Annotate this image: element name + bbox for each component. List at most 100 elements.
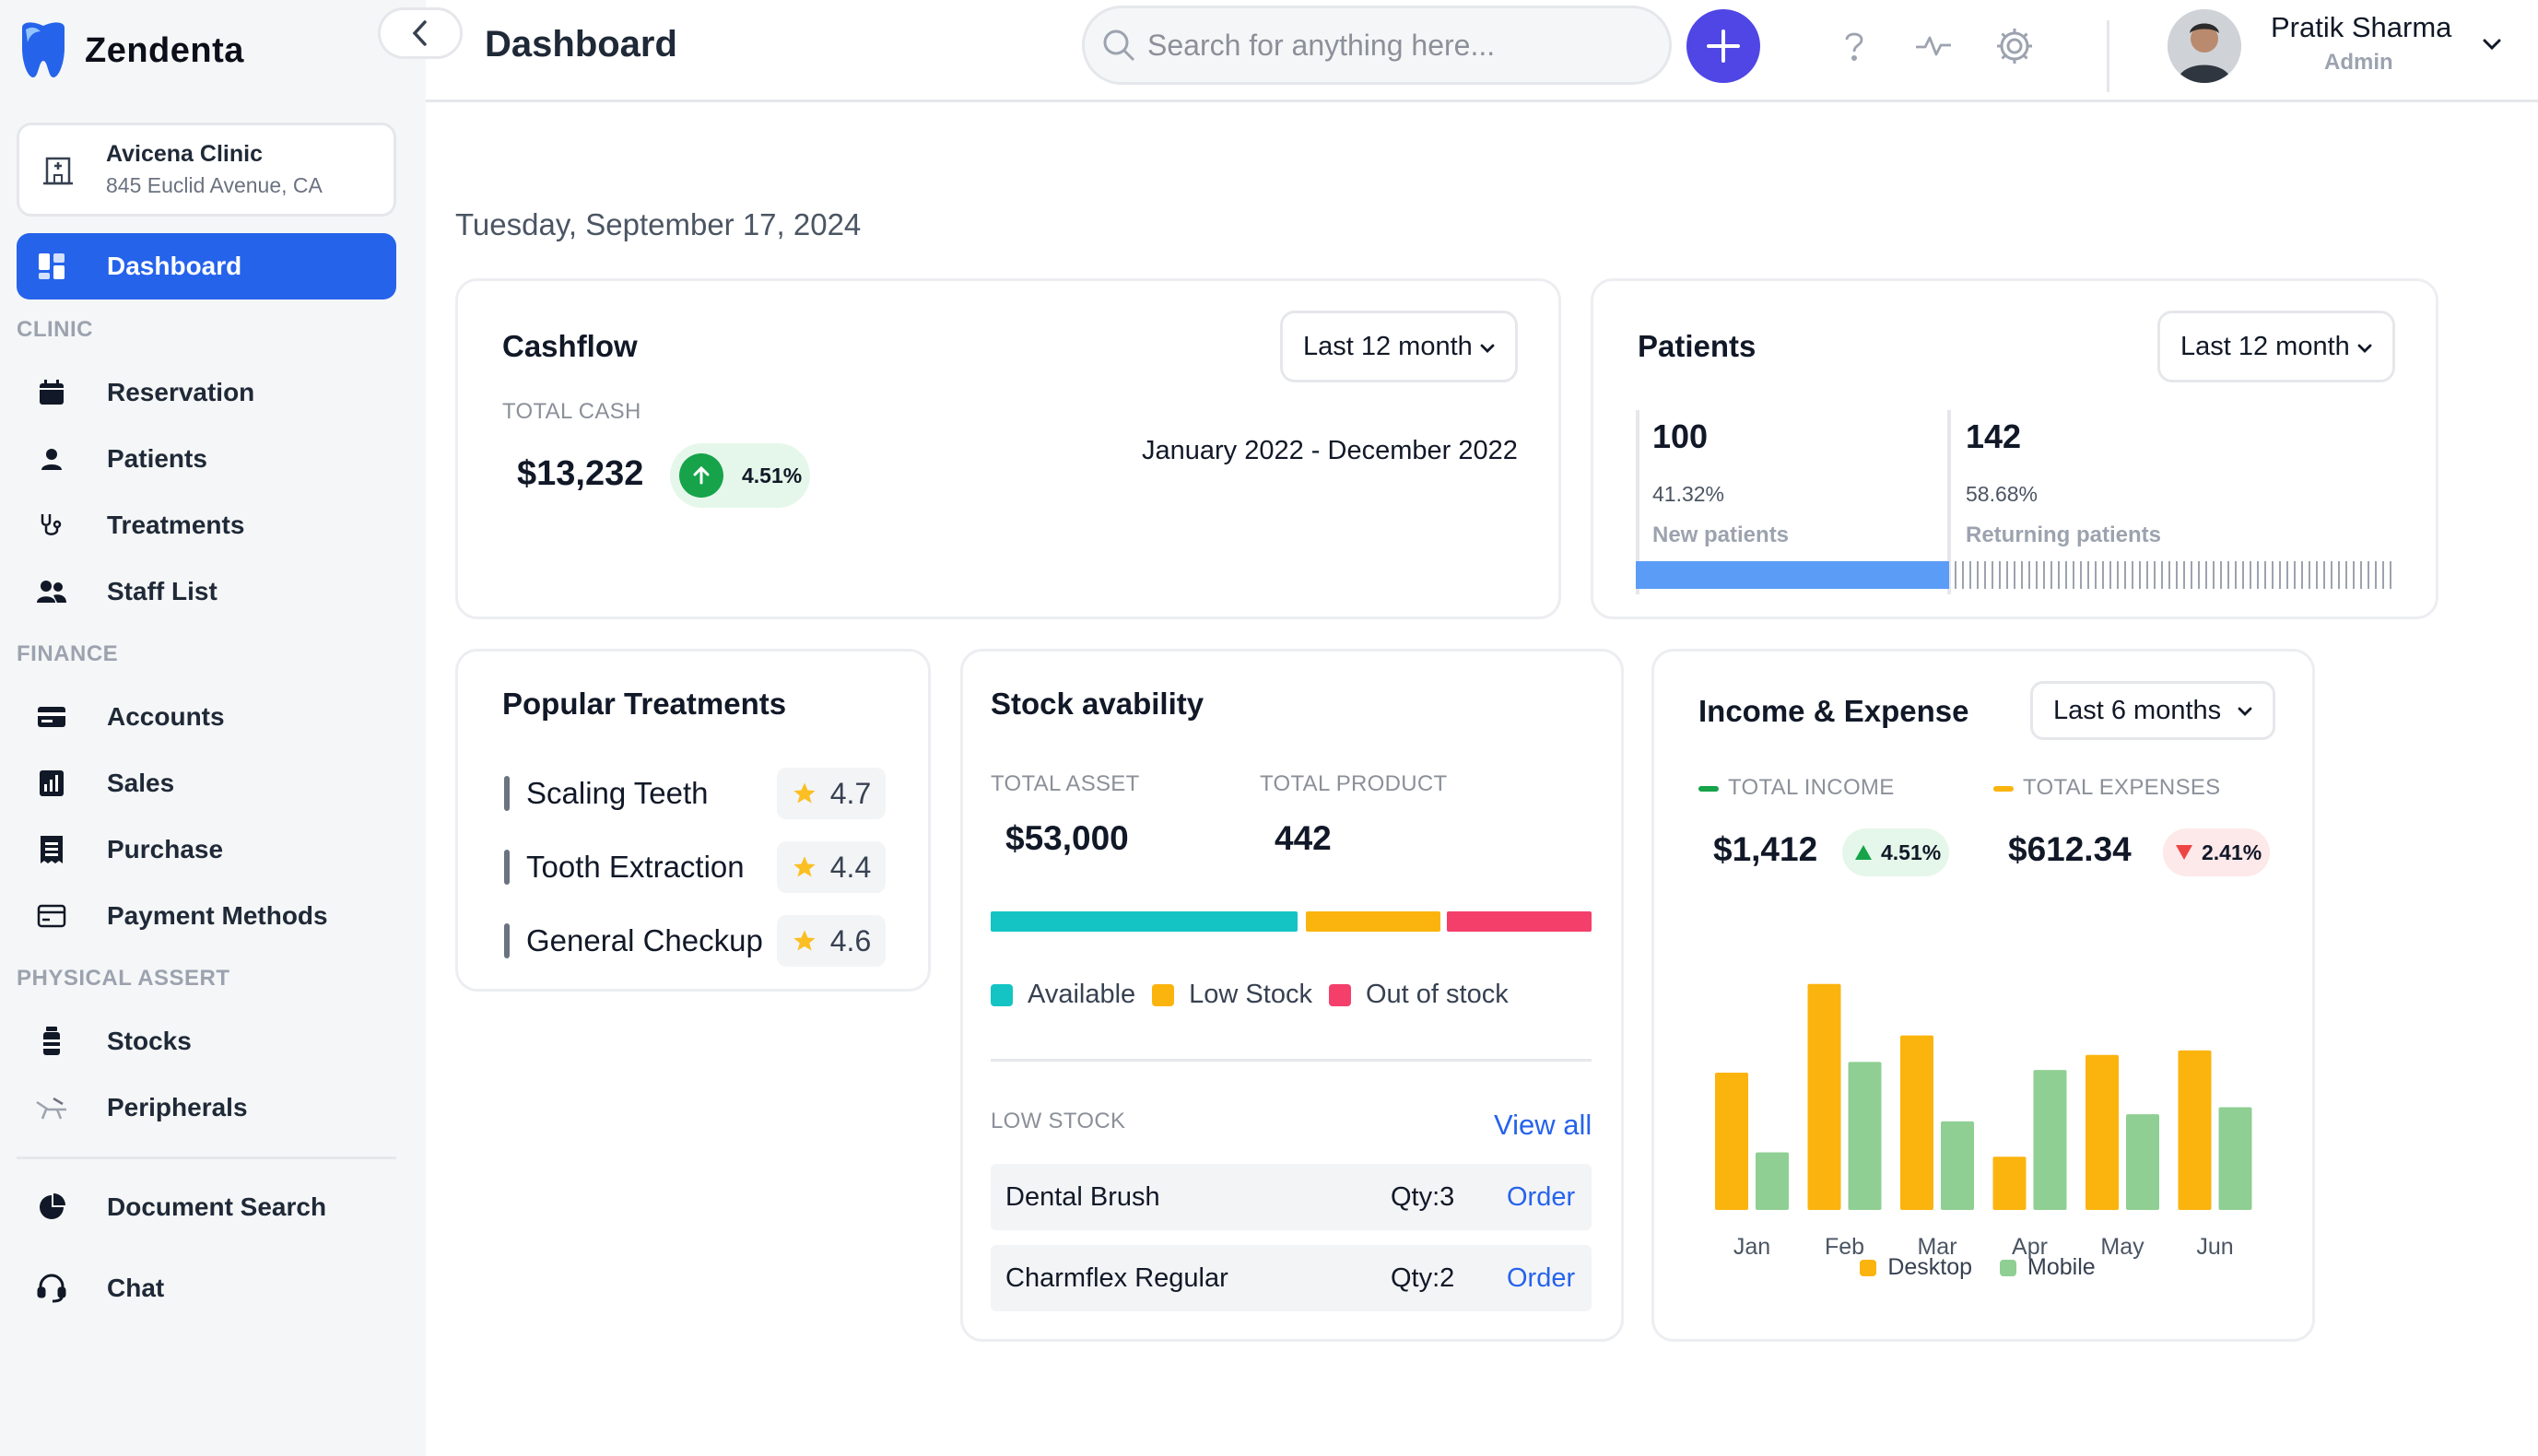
total-cash-label: TOTAL CASH bbox=[502, 399, 641, 424]
rating-value: 4.4 bbox=[829, 850, 872, 884]
sidebar-item-label: Chat bbox=[107, 1274, 165, 1302]
bar-mobile-may[interactable] bbox=[2126, 1114, 2159, 1210]
pie-chart-icon bbox=[33, 1189, 70, 1226]
chevron-left-icon bbox=[412, 20, 427, 46]
bar-mobile-mar[interactable] bbox=[1941, 1121, 1974, 1210]
new-patients-pct: 41.32% bbox=[1652, 482, 1725, 506]
patients-period-dropdown[interactable]: Last 12 month bbox=[2157, 311, 2395, 382]
stock-item-qty: Qty:2 bbox=[1391, 1263, 1455, 1293]
bar-desktop-feb[interactable] bbox=[1807, 983, 1841, 1210]
question-icon bbox=[1845, 32, 1863, 61]
new-patients-label: New patients bbox=[1652, 523, 1790, 547]
sidebar-item-sales[interactable]: Sales bbox=[17, 756, 396, 811]
treatment-marker bbox=[504, 923, 510, 958]
bar-desktop-mar[interactable] bbox=[1900, 1035, 1933, 1210]
returning-patients-pct: 58.68% bbox=[1966, 482, 2039, 506]
sidebar-item-chat[interactable]: Chat bbox=[17, 1261, 396, 1316]
order-button[interactable]: Order bbox=[1507, 1182, 1576, 1212]
search-input[interactable] bbox=[1146, 27, 1625, 64]
tooth-logo-icon bbox=[22, 22, 65, 77]
treatment-row[interactable]: General Checkup bbox=[504, 913, 763, 969]
treatment-row[interactable]: Scaling Teeth bbox=[504, 766, 709, 821]
add-button[interactable] bbox=[1686, 9, 1760, 83]
legend-mobile: Mobile bbox=[2000, 1254, 2096, 1281]
sidebar-item-document-search[interactable]: Document Search bbox=[17, 1180, 396, 1235]
sidebar-item-payment-methods[interactable]: Payment Methods bbox=[17, 888, 396, 944]
help-button[interactable] bbox=[1828, 20, 1880, 72]
sidebar-item-label: Accounts bbox=[107, 702, 225, 731]
income-indicator bbox=[1698, 786, 1719, 792]
section-label-physical: PHYSICAL ASSERT bbox=[17, 966, 230, 991]
card-icon bbox=[33, 699, 70, 735]
popular-treatments-title: Popular Treatments bbox=[502, 687, 787, 721]
credit-card-icon bbox=[33, 898, 70, 934]
treatment-marker bbox=[504, 850, 510, 885]
sidebar-item-stocks[interactable]: Stocks bbox=[17, 1014, 396, 1069]
returning-patients-label: Returning patients bbox=[1966, 523, 2162, 547]
clinic-selector[interactable]: Avicena Clinic 845 Euclid Avenue, CA bbox=[17, 123, 396, 217]
legend-available: Available bbox=[991, 980, 1135, 1010]
clinic-address: 845 Euclid Avenue, CA bbox=[106, 173, 323, 197]
treatment-rating: 4.6 bbox=[777, 915, 886, 967]
settings-button[interactable] bbox=[1989, 20, 2040, 72]
treatment-name: General Checkup bbox=[526, 923, 763, 957]
total-product-value: 442 bbox=[1275, 819, 1332, 857]
x-tick-label: Feb bbox=[1825, 1234, 1864, 1260]
new-patients-count: 100 bbox=[1652, 417, 1709, 455]
cashflow-change: 4.51% bbox=[742, 463, 803, 487]
x-tick-label: Mar bbox=[1917, 1234, 1956, 1260]
x-tick-label: Jun bbox=[2196, 1234, 2233, 1260]
activity-icon bbox=[1916, 36, 1951, 56]
x-tick-label: Apr bbox=[2012, 1234, 2048, 1260]
bar-desktop-jun[interactable] bbox=[2178, 1050, 2212, 1210]
chevron-down-icon[interactable] bbox=[2477, 29, 2507, 59]
stock-item-name: Dental Brush bbox=[1005, 1182, 1160, 1212]
cashflow-card: Cashflow Last 12 month TOTAL CASH $13,23… bbox=[455, 278, 1561, 619]
income-period-dropdown[interactable]: Last 6 months bbox=[2030, 681, 2275, 740]
income-change-badge: 4.51% bbox=[1842, 828, 1949, 876]
total-asset-label: TOTAL ASSET bbox=[991, 771, 1140, 796]
bottle-icon bbox=[33, 1023, 70, 1060]
collapse-sidebar-button[interactable] bbox=[378, 7, 463, 59]
view-all-link[interactable]: View all bbox=[1494, 1109, 1592, 1141]
brand[interactable]: Zendenta bbox=[17, 18, 244, 83]
headset-icon bbox=[33, 1270, 70, 1307]
bar-mobile-apr[interactable] bbox=[2033, 1070, 2067, 1210]
sidebar-item-purchase[interactable]: Purchase bbox=[17, 822, 396, 877]
returning-patients-bar bbox=[1955, 561, 2395, 589]
order-button[interactable]: Order bbox=[1507, 1263, 1576, 1293]
income-expense-title: Income & Expense bbox=[1698, 694, 1969, 728]
avatar[interactable] bbox=[2168, 9, 2241, 83]
bar-mobile-jun[interactable] bbox=[2218, 1107, 2252, 1210]
low-stock-bar bbox=[1306, 911, 1440, 932]
sidebar-item-reservation[interactable]: Reservation bbox=[17, 365, 396, 420]
sidebar-item-accounts[interactable]: Accounts bbox=[17, 689, 396, 745]
sidebar-item-label: Stocks bbox=[107, 1027, 192, 1055]
legend-low-stock: Low Stock bbox=[1152, 980, 1312, 1010]
stock-legend: Available Low Stock Out of stock bbox=[991, 980, 1525, 1010]
bar-desktop-apr[interactable] bbox=[1992, 1157, 2027, 1210]
cashflow-period-dropdown[interactable]: Last 12 month bbox=[1280, 311, 1518, 382]
treatment-rating: 4.7 bbox=[777, 768, 886, 819]
bar-desktop-may[interactable] bbox=[2086, 1054, 2119, 1210]
sidebar-item-patients[interactable]: Patients bbox=[17, 431, 396, 487]
sidebar-item-staff-list[interactable]: Staff List bbox=[17, 564, 396, 619]
total-expense-value: $612.34 bbox=[2008, 830, 2132, 868]
sidebar-item-treatments[interactable]: Treatments bbox=[17, 498, 396, 553]
dental-chair-icon bbox=[33, 1089, 70, 1126]
search-bar[interactable] bbox=[1082, 6, 1672, 85]
cashflow-change-badge: 4.51% bbox=[670, 443, 810, 508]
bar-mobile-feb[interactable] bbox=[1848, 1062, 1882, 1210]
sidebar-item-label: Document Search bbox=[107, 1192, 327, 1221]
treatment-row[interactable]: Tooth Extraction bbox=[504, 840, 745, 895]
patients-card: Patients Last 12 month 100 41.32% New pa… bbox=[1591, 278, 2438, 619]
bar-desktop-jan[interactable] bbox=[1715, 1072, 1748, 1210]
bar-mobile-jan[interactable] bbox=[1756, 1152, 1789, 1211]
sidebar-item-dashboard[interactable]: Dashboard bbox=[17, 233, 396, 299]
sidebar-item-peripherals[interactable]: Peripherals bbox=[17, 1080, 396, 1135]
sidebar-item-label: Staff List bbox=[107, 577, 217, 605]
activity-button[interactable] bbox=[1908, 20, 1959, 72]
sidebar-item-label: Purchase bbox=[107, 835, 224, 863]
receipt-icon bbox=[33, 831, 70, 868]
dropdown-value: Last 12 month bbox=[2180, 331, 2350, 361]
